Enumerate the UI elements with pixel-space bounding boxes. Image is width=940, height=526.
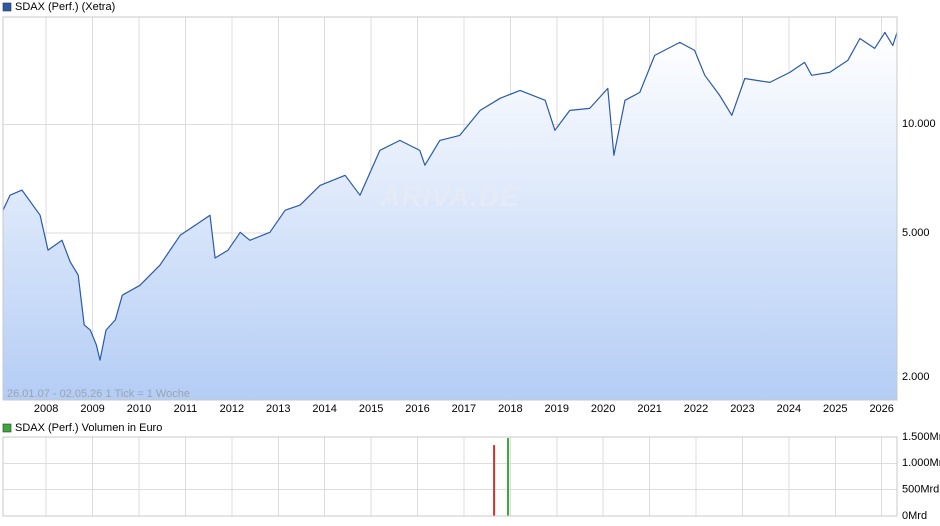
x-tick-label: 2018 [498, 403, 522, 415]
x-tick-label: 2011 [174, 403, 198, 415]
legend-swatch [2, 2, 12, 12]
x-tick-label: 2019 [545, 403, 569, 415]
annotation: 26.01.07 - 02.05.26 1 Tick = 1 Woche [7, 388, 190, 400]
x-tick-label: 2008 [34, 403, 58, 415]
y-tick-label: 5.000 [902, 227, 930, 239]
y-tick-label: 0Mrd [902, 510, 927, 522]
x-tick-label: 2022 [684, 403, 708, 415]
x-tick-label: 2013 [266, 403, 290, 415]
x-tick-label: 2010 [127, 403, 151, 415]
x-tick-label: 2012 [220, 403, 244, 415]
y-tick-label: 1.000Mrd [902, 457, 940, 469]
line [2, 31, 898, 361]
bar [507, 438, 510, 516]
plot-area: ARIVA.DE 26.01.07 - 02.05.26 1 Tick = 1 W… [2, 16, 898, 401]
x-tick-label: 2015 [359, 403, 383, 415]
x-tick-label: 2023 [730, 403, 754, 415]
x-tick-label: 2025 [823, 403, 847, 415]
y-tick-label: 10.000 [902, 118, 936, 130]
x-tick-label: 2021 [637, 403, 661, 415]
plot-area [2, 436, 898, 517]
y-tick-label: 2.000 [902, 371, 930, 383]
y-tick-label: 1.500Mrd [902, 431, 940, 443]
y-tick-label: 500Mrd [902, 484, 939, 496]
legend-label: SDAX (Perf.) (Xetra) [15, 1, 115, 13]
watermark: ARIVA.DE [379, 181, 520, 212]
x-tick-label: 2009 [80, 403, 104, 415]
legend-swatch [2, 423, 12, 433]
area [3, 32, 897, 401]
bar [493, 445, 496, 516]
x-tick-label: 2024 [777, 403, 801, 415]
x-tick-label: 2017 [452, 403, 476, 415]
x-tick-label: 2020 [591, 403, 615, 415]
plot-frame [2, 436, 898, 517]
x-tick-label: 2026 [869, 403, 893, 415]
plot-frame [2, 16, 898, 401]
x-tick-label: 2014 [312, 403, 336, 415]
legend-label: SDAX (Perf.) Volumen in Euro [15, 422, 162, 434]
plot-background [3, 437, 897, 516]
x-tick-label: 2016 [405, 403, 429, 415]
